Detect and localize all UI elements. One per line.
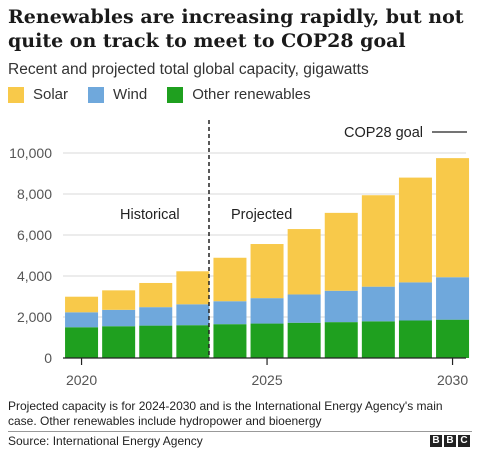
projected-label: Projected: [231, 207, 292, 223]
y-tick-label: 6,000: [17, 227, 52, 243]
bar-segment-wind: [361, 286, 395, 322]
bar-segment-wind: [102, 309, 136, 327]
chart-title: Renewables are increasing rapidly, but n…: [8, 6, 464, 52]
bar-segment-other-renewables: [102, 326, 136, 358]
y-tick-label: 0: [44, 350, 52, 366]
bar-segment-other-renewables: [65, 327, 99, 358]
bar-segment-other-renewables: [250, 323, 284, 358]
bar-segment-wind: [213, 301, 247, 325]
bar-segment-wind: [398, 282, 432, 321]
x-axis-ticks: 2020 2025 2030: [66, 358, 468, 388]
bbc-logo-block: B: [430, 435, 442, 447]
legend-item-solar: Solar: [8, 86, 68, 103]
x-tick-label: 2030: [437, 372, 468, 388]
bar-segment-solar: [324, 212, 358, 291]
y-axis-tick-labels: 0 2,000 4,000 6,000 8,000 10,000: [9, 145, 52, 366]
legend-label-other-renewables: Other renewables: [192, 86, 311, 103]
bar-segment-solar: [213, 257, 247, 302]
bar-segment-wind: [250, 298, 284, 324]
y-tick-label: 10,000: [9, 145, 52, 161]
bar-segment-wind: [324, 290, 358, 323]
bar-segment-other-renewables: [361, 321, 395, 358]
legend-swatch-other-renewables: [167, 86, 184, 103]
bbc-logo-block: B: [444, 435, 456, 447]
bar-segment-wind: [287, 294, 321, 323]
x-tick-label: 2020: [66, 372, 97, 388]
footnote: Projected capacity is for 2024-2030 and …: [8, 399, 443, 428]
legend-label-solar: Solar: [33, 86, 69, 103]
bar-segment-solar: [361, 195, 395, 287]
cop28-goal-label: COP28 goal: [344, 125, 423, 141]
y-tick-label: 2,000: [17, 309, 52, 325]
bar-segment-wind: [436, 277, 470, 320]
bars: [65, 158, 470, 358]
bar-segment-solar: [139, 282, 173, 308]
bar-segment-wind: [139, 307, 173, 326]
bar-segment-other-renewables: [287, 322, 321, 358]
legend-label-wind: Wind: [113, 86, 148, 103]
bar-segment-solar: [102, 290, 136, 310]
bar-segment-solar: [250, 244, 284, 299]
legend: Solar Wind Other renewables: [8, 86, 331, 103]
source-text: Source: International Energy Agency: [8, 434, 203, 448]
bar-segment-other-renewables: [436, 319, 470, 358]
source-divider: [8, 431, 472, 432]
bar-segment-other-renewables: [324, 322, 358, 358]
legend-swatch-wind: [88, 86, 105, 103]
y-tick-label: 8,000: [17, 186, 52, 202]
bbc-logo-block: C: [458, 435, 470, 447]
chart-subtitle: Recent and projected total global capaci…: [8, 61, 369, 78]
y-tick-label: 4,000: [17, 268, 52, 284]
bar-segment-wind: [65, 312, 99, 328]
bbc-logo: B B C: [428, 435, 470, 447]
legend-swatch-solar: [8, 86, 24, 103]
bar-segment-solar: [398, 177, 432, 283]
bar-segment-other-renewables: [398, 320, 432, 358]
historical-label: Historical: [120, 207, 180, 223]
legend-item-other-renewables: Other renewables: [167, 86, 311, 103]
bar-segment-solar: [65, 296, 99, 313]
legend-item-wind: Wind: [88, 86, 147, 103]
bar-segment-other-renewables: [176, 325, 210, 358]
bar-segment-other-renewables: [139, 325, 173, 358]
bar-segment-solar: [436, 158, 470, 278]
bar-segment-other-renewables: [213, 324, 247, 358]
bar-segment-solar: [176, 271, 210, 305]
stacked-bar-chart: 0 2,000 4,000 6,000 8,000 10,000 2020 2025 2030…: [9, 120, 470, 388]
bar-segment-wind: [176, 304, 210, 326]
bar-segment-solar: [287, 229, 321, 295]
x-tick-label: 2025: [251, 372, 282, 388]
